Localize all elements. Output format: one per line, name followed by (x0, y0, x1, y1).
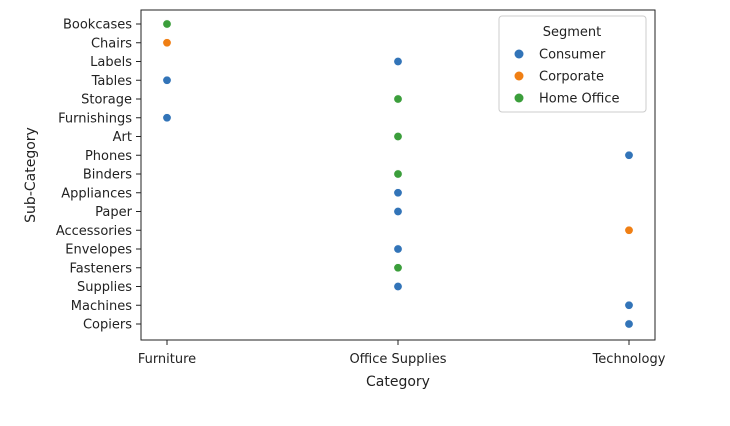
legend-label: Consumer (539, 48, 606, 63)
y-tick-label: Art (113, 130, 132, 145)
data-point (624, 225, 634, 235)
data-point (624, 150, 634, 160)
legend-label: Corporate (539, 70, 604, 85)
y-tick-label: Machines (71, 299, 132, 314)
data-point (162, 19, 172, 29)
y-tick-label: Bookcases (63, 18, 132, 33)
y-tick-label: Phones (85, 149, 132, 164)
legend: Segment Consumer Corporate Home Office (498, 15, 647, 113)
x-axis: Furniture Office Supplies Technology (138, 340, 666, 367)
y-tick-label: Labels (90, 55, 132, 70)
x-tick-label: Office Supplies (349, 352, 446, 367)
data-point (393, 56, 403, 66)
data-point (393, 188, 403, 198)
y-tick-label: Furnishings (58, 111, 132, 126)
y-tick-label: Envelopes (65, 243, 132, 258)
data-point (393, 281, 403, 291)
y-tick-label: Accessories (56, 224, 132, 239)
data-point (393, 94, 403, 104)
legend-box (498, 15, 647, 113)
y-tick-label: Paper (95, 205, 132, 220)
legend-marker (514, 71, 524, 81)
y-tick-label: Supplies (77, 280, 132, 295)
x-axis-title: Category (366, 374, 430, 390)
data-point (162, 38, 172, 48)
y-axis: Bookcases Chairs Labels Tables Storage Furnis… (56, 18, 141, 333)
data-point (393, 132, 403, 142)
y-tick-label: Appliances (61, 186, 132, 201)
legend-marker (514, 93, 524, 103)
y-tick-label: Chairs (91, 36, 132, 51)
data-point (162, 113, 172, 123)
data-point (393, 169, 403, 179)
y-tick-label: Storage (81, 93, 132, 108)
x-tick-label: Technology (592, 352, 666, 367)
y-tick-label: Fasteners (70, 261, 133, 276)
data-points (162, 19, 634, 329)
legend-label: Home Office (539, 92, 619, 107)
data-point (624, 319, 634, 329)
legend-title: Segment (543, 25, 602, 40)
data-point (393, 207, 403, 217)
x-tick-label: Furniture (138, 352, 196, 367)
data-point (393, 263, 403, 273)
data-point (162, 75, 172, 85)
data-point (393, 244, 403, 254)
y-tick-label: Copiers (83, 318, 132, 333)
y-tick-label: Binders (83, 168, 132, 183)
y-tick-label: Tables (91, 74, 133, 89)
data-point (624, 300, 634, 310)
legend-marker (514, 49, 524, 59)
y-axis-title: Sub-Category (23, 127, 39, 223)
